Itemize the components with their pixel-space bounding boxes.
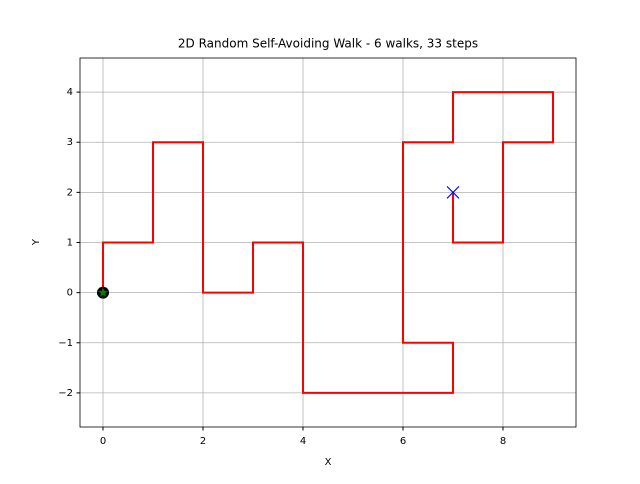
y-tick-label: 0 [67, 288, 73, 299]
start-star [98, 287, 108, 297]
y-tick-label: 3 [67, 137, 73, 148]
x-tick-label: 4 [300, 436, 306, 447]
y-axis-label: Y [31, 238, 42, 246]
x-tick-label: 2 [200, 436, 206, 447]
x-tick-label: 8 [500, 436, 506, 447]
y-tick-label: 4 [67, 87, 73, 98]
y-tick-label: −1 [58, 338, 73, 349]
y-tick-label: 1 [67, 238, 73, 249]
y-tick-label: −2 [58, 388, 73, 399]
x-tick-label: 0 [100, 436, 106, 447]
plot-frame [79, 57, 577, 428]
x-axis-label: X [325, 457, 332, 468]
x-tick-label: 6 [400, 436, 406, 447]
y-tick-label: 2 [67, 187, 73, 198]
walk-line [102, 91, 554, 394]
chart-title: 2D Random Self-Avoiding Walk - 6 walks, … [178, 37, 478, 51]
end-marker [446, 185, 460, 199]
